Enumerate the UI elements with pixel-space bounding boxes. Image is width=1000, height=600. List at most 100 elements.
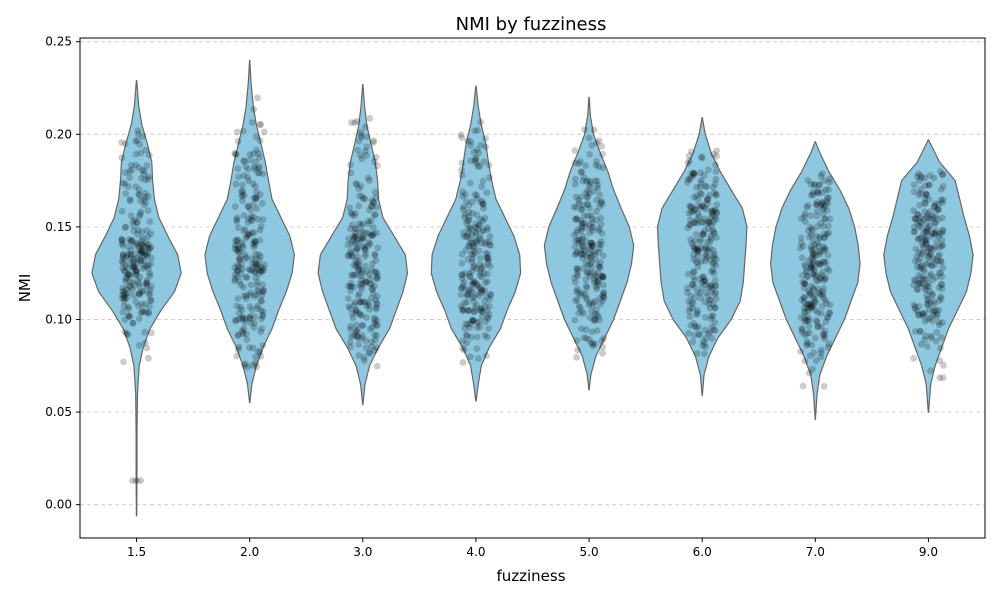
data-point — [130, 255, 138, 263]
data-point — [922, 332, 930, 340]
data-point — [130, 292, 138, 299]
data-point — [922, 276, 930, 283]
data-point — [254, 215, 262, 223]
data-point — [119, 240, 126, 248]
data-point — [459, 188, 466, 196]
data-point — [581, 248, 589, 255]
data-point — [363, 152, 370, 159]
data-point — [479, 177, 487, 185]
data-point — [928, 262, 936, 270]
data-point — [239, 265, 246, 273]
data-point — [577, 193, 585, 201]
data-point — [136, 283, 143, 290]
data-point — [361, 253, 369, 260]
data-point — [934, 257, 942, 265]
data-point — [236, 245, 243, 252]
data-point — [937, 293, 944, 300]
data-point — [702, 243, 709, 251]
data-point — [797, 234, 805, 242]
data-point — [356, 299, 364, 306]
data-point — [256, 191, 264, 199]
data-point — [708, 268, 715, 275]
data-point — [710, 326, 717, 333]
data-point — [358, 133, 365, 141]
data-point — [597, 220, 605, 228]
data-point — [122, 275, 130, 283]
data-point — [353, 321, 360, 329]
data-point — [938, 273, 946, 281]
data-point — [239, 328, 247, 336]
data-point — [357, 298, 365, 306]
data-point — [709, 218, 717, 226]
data-point — [916, 218, 924, 226]
data-point — [252, 260, 260, 267]
data-point — [818, 288, 826, 295]
data-point — [807, 243, 815, 250]
data-point — [694, 246, 702, 254]
data-point — [255, 288, 263, 295]
data-point — [247, 319, 255, 327]
data-point — [468, 268, 476, 275]
data-point — [365, 220, 373, 228]
violin-7.0 — [770, 141, 861, 421]
data-point — [822, 186, 830, 194]
data-point — [815, 189, 822, 197]
data-point — [363, 268, 371, 276]
data-point — [241, 251, 248, 258]
data-point — [925, 283, 933, 290]
data-point — [697, 238, 704, 246]
data-point — [800, 308, 808, 316]
data-point — [483, 254, 490, 262]
data-point — [357, 182, 365, 190]
data-point — [580, 173, 588, 181]
data-point — [694, 307, 701, 314]
data-point — [826, 215, 834, 223]
data-point — [804, 202, 812, 210]
data-point — [709, 228, 717, 236]
data-point — [362, 229, 370, 237]
data-point — [816, 274, 824, 282]
data-point — [690, 268, 698, 275]
data-point — [593, 285, 601, 293]
data-point — [916, 327, 924, 335]
data-point — [698, 153, 705, 161]
data-point — [592, 283, 600, 291]
data-point — [911, 257, 919, 265]
data-point — [121, 295, 129, 302]
data-point — [373, 292, 381, 300]
data-point — [363, 143, 370, 151]
data-point — [459, 275, 466, 283]
data-point — [360, 354, 368, 361]
data-point — [485, 238, 493, 246]
data-point — [361, 195, 369, 203]
data-point — [711, 327, 719, 334]
data-point — [920, 268, 928, 276]
data-point — [240, 191, 248, 199]
data-point — [231, 203, 239, 211]
data-point — [815, 259, 823, 267]
data-point — [707, 296, 715, 304]
data-point — [917, 274, 924, 281]
data-point — [573, 248, 581, 256]
data-point — [467, 320, 474, 328]
data-point — [235, 173, 243, 181]
data-point — [929, 213, 937, 220]
data-point — [135, 290, 143, 297]
data-point — [696, 290, 704, 297]
data-point — [703, 183, 710, 190]
data-point — [484, 313, 491, 321]
data-point — [137, 208, 145, 216]
data-point — [930, 307, 937, 314]
data-point — [809, 189, 817, 196]
data-point — [686, 304, 694, 312]
data-point — [461, 270, 468, 277]
data-point — [576, 304, 584, 311]
data-point — [347, 283, 354, 290]
data-point — [474, 126, 481, 134]
data-point — [260, 265, 267, 272]
data-point — [485, 254, 492, 262]
data-point — [476, 221, 483, 229]
data-point — [370, 139, 377, 147]
data-point — [133, 239, 141, 247]
